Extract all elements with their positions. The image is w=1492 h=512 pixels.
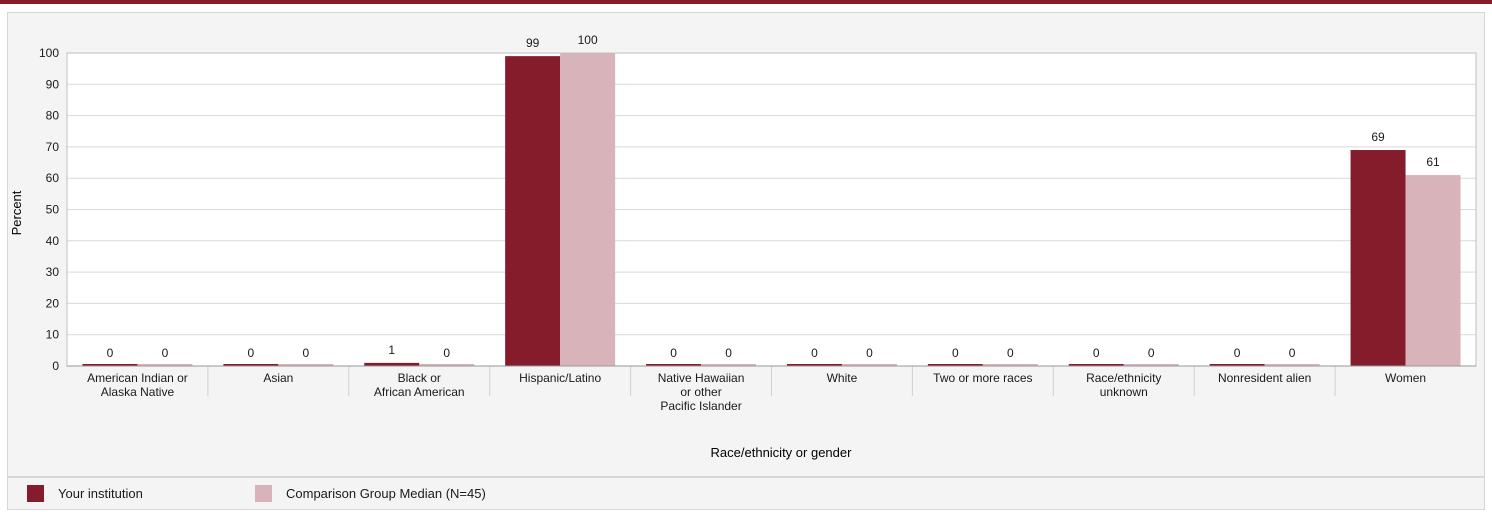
bar-your-institution-asian	[223, 364, 279, 366]
bar-your-institution-race-ethnicity-unknown	[1068, 364, 1124, 366]
y-tick-label-30: 30	[46, 265, 60, 279]
bar-your-institution-white	[786, 364, 842, 366]
data-label-comparison-group-median-n-45-race-ethnicity-unknown: 0	[1148, 346, 1155, 360]
x-tick-label-native-hawaiian-or-other-pacific-islander: Native Hawaiian or other Pacific Islander	[658, 371, 745, 413]
bar-comparison-group-median-n-45-american-indian-or-alaska-native	[137, 364, 193, 366]
bar-comparison-group-median-n-45-native-hawaiian-or-other-pacific-islander	[701, 364, 757, 366]
x-tick-label-two-or-more-races: Two or more races	[933, 371, 1032, 385]
y-tick-label-100: 100	[39, 46, 59, 60]
bar-comparison-group-median-n-45-women	[1405, 175, 1461, 366]
legend: Your institution Comparison Group Median…	[7, 477, 1485, 510]
x-axis-label: Race/ethnicity or gender	[711, 445, 853, 460]
top-accent-rule	[0, 0, 1492, 4]
data-label-your-institution-american-indian-or-alaska-native: 0	[107, 346, 114, 360]
chart-panel: 0 0 0 0 1 0 99 100 0 0 0 0 0 0 0 0 0 0 69 61 0 10 20 30 40 50 60 7…	[7, 12, 1485, 477]
bar-your-institution-black-or-african-american	[364, 362, 420, 366]
x-tick-label-hispanic-latino: Hispanic/Latino	[519, 371, 601, 385]
data-label-comparison-group-median-n-45-hispanic-latino: 100	[578, 33, 598, 47]
data-label-comparison-group-median-n-45-native-hawaiian-or-other-pacific-islander: 0	[725, 346, 732, 360]
data-label-your-institution-black-or-african-american: 1	[388, 343, 395, 357]
bar-comparison-group-median-n-45-hispanic-latino	[560, 53, 616, 366]
bar-your-institution-american-indian-or-alaska-native	[82, 364, 138, 366]
y-tick-label-20: 20	[46, 296, 60, 310]
data-label-comparison-group-median-n-45-american-indian-or-alaska-native: 0	[162, 346, 169, 360]
bar-your-institution-native-hawaiian-or-other-pacific-islander	[646, 364, 702, 366]
x-tick-label-asian: Asian	[263, 371, 293, 385]
data-label-your-institution-race-ethnicity-unknown: 0	[1093, 346, 1100, 360]
data-label-your-institution-women: 69	[1371, 130, 1385, 144]
y-tick-label-70: 70	[46, 140, 60, 154]
y-tick-label-0: 0	[52, 359, 59, 373]
x-tick-label-black-or-african-american: Black or African American	[374, 371, 465, 399]
bar-comparison-group-median-n-45-asian	[278, 364, 334, 366]
x-tick-label-nonresident-alien: Nonresident alien	[1218, 371, 1311, 385]
data-label-your-institution-nonresident-alien: 0	[1234, 346, 1241, 360]
bar-comparison-group-median-n-45-nonresident-alien	[1264, 364, 1320, 366]
y-tick-label-10: 10	[46, 328, 60, 342]
data-label-comparison-group-median-n-45-women: 61	[1426, 155, 1440, 169]
x-tick-label-race-ethnicity-unknown: Race/ethnicity unknown	[1086, 371, 1161, 399]
legend-item-comparison-group: Comparison Group Median (N=45)	[255, 478, 486, 509]
y-tick-label-90: 90	[46, 77, 60, 91]
data-label-comparison-group-median-n-45-nonresident-alien: 0	[1289, 346, 1296, 360]
data-label-comparison-group-median-n-45-asian: 0	[303, 346, 310, 360]
data-label-comparison-group-median-n-45-two-or-more-races: 0	[1007, 346, 1014, 360]
x-tick-label-american-indian-or-alaska-native: American Indian or Alaska Native	[87, 371, 188, 399]
x-tick-label-women: Women	[1385, 371, 1426, 385]
bar-your-institution-women	[1350, 150, 1406, 366]
y-tick-label-50: 50	[46, 203, 60, 217]
y-tick-label-60: 60	[46, 171, 60, 185]
data-label-your-institution-hispanic-latino: 99	[526, 36, 540, 50]
bar-comparison-group-median-n-45-white	[841, 364, 897, 366]
legend-item-your-institution: Your institution	[27, 478, 143, 509]
bar-your-institution-nonresident-alien	[1209, 364, 1265, 366]
data-label-your-institution-asian: 0	[248, 346, 255, 360]
bar-your-institution-hispanic-latino	[505, 56, 561, 366]
x-tick-label-white: White	[827, 371, 858, 385]
bar-comparison-group-median-n-45-two-or-more-races	[982, 364, 1038, 366]
bar-comparison-group-median-n-45-black-or-african-american	[419, 364, 475, 366]
data-label-your-institution-two-or-more-races: 0	[952, 346, 959, 360]
data-label-your-institution-white: 0	[811, 346, 818, 360]
data-label-comparison-group-median-n-45-black-or-african-american: 0	[443, 346, 450, 360]
legend-swatch-comparison-group	[255, 485, 272, 502]
data-label-your-institution-native-hawaiian-or-other-pacific-islander: 0	[670, 346, 677, 360]
legend-swatch-your-institution	[27, 485, 44, 502]
y-tick-label-80: 80	[46, 109, 60, 123]
y-axis-label: Percent	[9, 190, 24, 235]
bar-your-institution-two-or-more-races	[927, 364, 983, 366]
legend-label-comparison-group: Comparison Group Median (N=45)	[286, 486, 486, 501]
legend-label-your-institution: Your institution	[58, 486, 143, 501]
data-label-comparison-group-median-n-45-white: 0	[866, 346, 873, 360]
bar-comparison-group-median-n-45-race-ethnicity-unknown	[1123, 364, 1179, 366]
y-tick-label-40: 40	[46, 234, 60, 248]
